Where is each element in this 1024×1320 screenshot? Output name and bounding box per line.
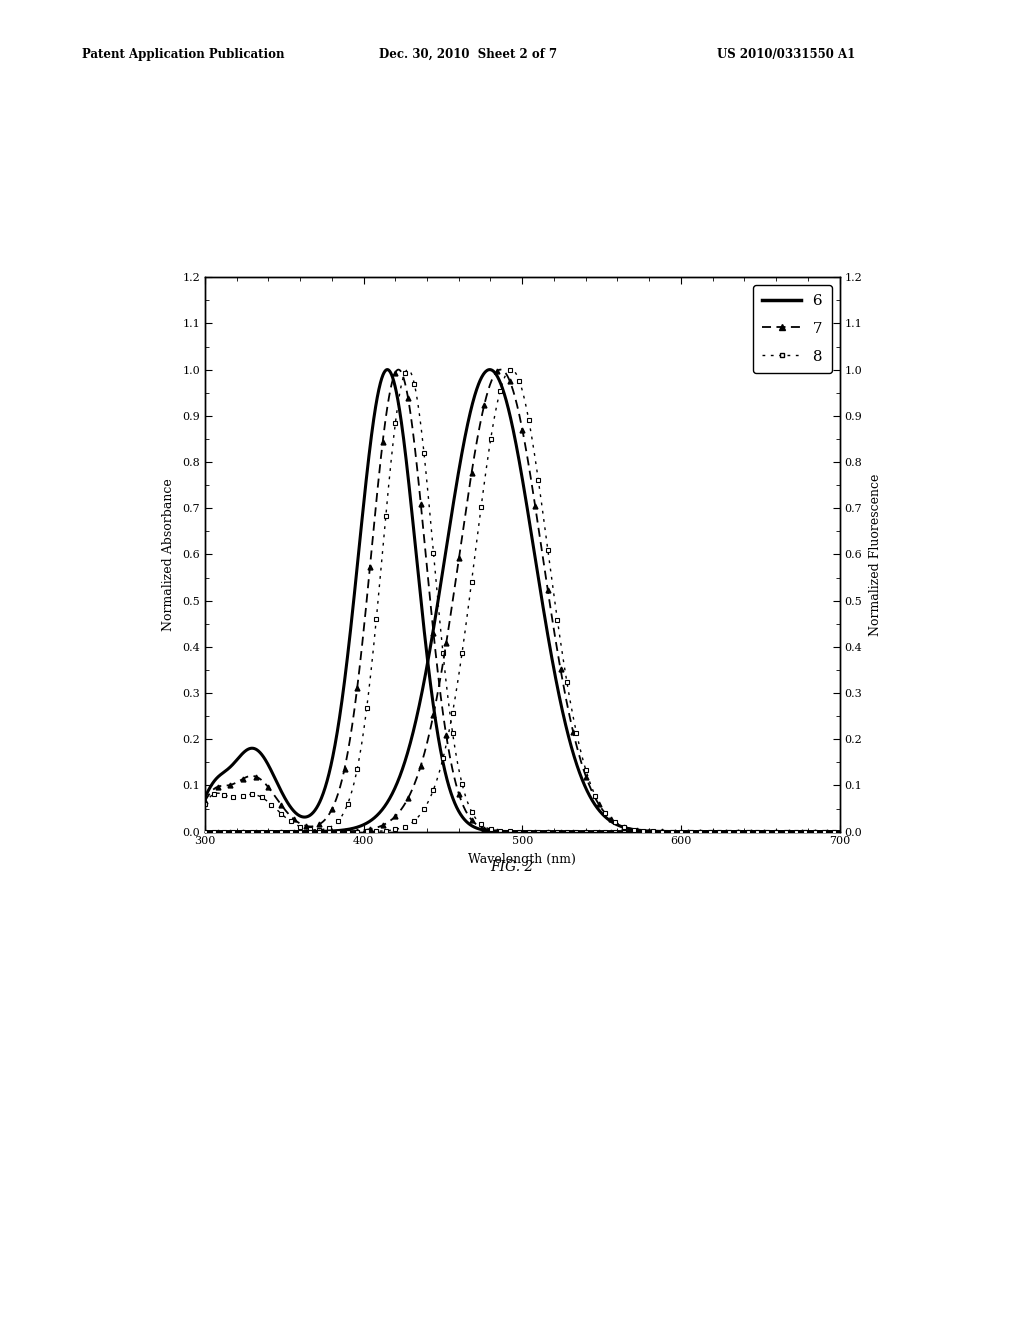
Text: Patent Application Publication: Patent Application Publication: [82, 48, 285, 61]
Text: Dec. 30, 2010  Sheet 2 of 7: Dec. 30, 2010 Sheet 2 of 7: [379, 48, 557, 61]
Text: FIG. 2: FIG. 2: [490, 861, 534, 874]
Y-axis label: Normalized Fluorescence: Normalized Fluorescence: [869, 473, 883, 636]
X-axis label: Wavelength (nm): Wavelength (nm): [468, 854, 577, 866]
Text: US 2010/0331550 A1: US 2010/0331550 A1: [717, 48, 855, 61]
Y-axis label: Normalized Absorbance: Normalized Absorbance: [162, 478, 175, 631]
Legend:  6,  7,  8: 6, 7, 8: [754, 285, 833, 372]
